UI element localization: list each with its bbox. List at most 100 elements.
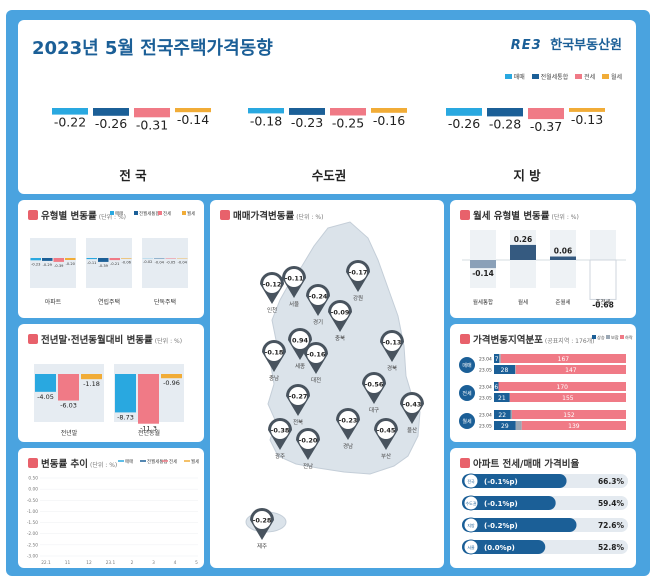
map-pin-value: -0.24	[309, 293, 328, 301]
dist-period: 23.04	[479, 413, 492, 419]
ratio-region: 지방	[467, 522, 475, 528]
ytd-title: 전년말·전년동월대비 변동률	[41, 335, 153, 346]
summary-bar	[528, 108, 564, 120]
ytd-group-label: 전년말	[61, 429, 78, 437]
type-value: -0.04	[155, 260, 165, 264]
ytd-value: -1.18	[83, 380, 100, 388]
mainland-shape	[267, 221, 421, 475]
trend-y-tick: -0.50	[27, 498, 38, 504]
ratio-change: (0.0%p)	[484, 544, 515, 552]
dist-segment	[510, 410, 512, 419]
trend-x-tick: 23.1	[106, 560, 116, 566]
map-pin-region: 강원	[353, 294, 363, 302]
trend-y-tick: -1.00	[27, 509, 38, 515]
ytd-bar	[161, 374, 182, 379]
trend-y-tick: -1.50	[27, 520, 38, 526]
ratio-title: 아파트 전세/매매 가격비율	[473, 459, 580, 470]
ratio-fill	[462, 474, 567, 488]
chart-icon	[460, 334, 470, 344]
dist-segment	[500, 354, 626, 363]
dist-segment	[499, 354, 501, 363]
type-value: -0.29	[43, 263, 53, 267]
dist-legend-label: 상승	[597, 334, 605, 340]
dist-count: 167	[558, 356, 570, 363]
monthly-type-bar	[550, 256, 576, 260]
type-legend-label: 월세	[187, 210, 195, 217]
ratio-chart: 전국 (-0.1%p) 66.3% 수도권 (-0.1%p) 59.4% 지방 (-0.2%p…	[462, 473, 628, 555]
summary-value: -0.18	[250, 113, 282, 128]
trend-legend-label: 매매	[125, 458, 133, 465]
dist-count: 22	[498, 412, 506, 419]
type-group-bg	[86, 238, 132, 288]
dist-type-badge	[459, 357, 475, 373]
summary-bar	[487, 108, 523, 117]
type-group-label: 단독주택	[154, 298, 176, 306]
summary-value: -0.14	[177, 112, 209, 127]
summary-value: -0.22	[54, 115, 86, 130]
ytd-value: -11.3	[140, 425, 157, 433]
map-pin-region: 서울	[289, 300, 299, 308]
map-pin-region: 충남	[269, 374, 279, 382]
dist-count: 21	[498, 395, 506, 402]
ratio-region: 서울	[467, 544, 475, 550]
type-bar	[98, 258, 109, 262]
ratio-region: 수도권	[465, 500, 476, 506]
map-pin-face	[365, 375, 383, 393]
type-value: -0.20	[66, 262, 76, 266]
ratio-value: 66.3%	[598, 477, 625, 486]
type-legend-label: 전월세통합	[139, 210, 160, 217]
dist-count: 29	[501, 423, 509, 430]
map-pin-face	[339, 411, 357, 429]
map-pin-value: -0.56	[365, 381, 384, 389]
logo: RE3 한국부동산원	[511, 34, 622, 53]
summary-value: -0.28	[489, 116, 521, 131]
map-pin-value: -0.45	[377, 427, 396, 435]
ytd-bar	[81, 374, 102, 380]
map-pin-value: -0.27	[289, 393, 308, 401]
dist-segment	[509, 393, 626, 402]
trend-x-tick: 3	[152, 560, 155, 566]
korea-map: -0.12 인천 -0.11 서울 -0.24 경기 -0.17 강원-0.09 충북 0.94 세…	[245, 221, 424, 550]
dist-period: 23.05	[479, 424, 492, 430]
map-pin-region: 울산	[407, 426, 417, 434]
dist-count: 170	[557, 384, 569, 391]
summary-bar	[371, 108, 407, 113]
dist-segment	[498, 382, 626, 391]
type-group-label: 아파트	[45, 298, 62, 306]
dist-segment	[515, 365, 626, 374]
map-pin-region: 광주	[275, 453, 285, 460]
type-change-title: 유형별 변동률	[41, 211, 97, 222]
map-pin-region: 충북	[335, 334, 345, 342]
type-bar	[42, 258, 53, 261]
map-pin-region: 경남	[343, 442, 353, 450]
monthly-type-bar	[589, 259, 617, 300]
map-pin-region: 전남	[303, 462, 313, 470]
summary-value: -0.25	[332, 116, 364, 131]
ratio-value: 72.6%	[598, 521, 625, 530]
type-value: -0.02	[143, 260, 152, 264]
trend-chart: 매매 전월세통합 전세 월세 0.50 0.00 -0.50 -1.00 -1.50 -2.00 -…	[27, 458, 199, 566]
map-title: 매매가격변동률	[233, 211, 295, 222]
summary-value: -0.16	[373, 113, 405, 128]
map-pin-value: -0.17	[349, 269, 368, 277]
dist-legend-swatch	[620, 335, 624, 339]
summary-value: -0.31	[136, 117, 168, 132]
map-pin-value: -0.11	[285, 275, 304, 283]
dist-legend-label: 보합	[611, 334, 619, 340]
trend-y-tick: 0.00	[28, 487, 38, 493]
map-pin-face	[253, 511, 271, 529]
trend-card: 변동률 추이 (단위 : %) 매매 전월세통합 전세 월세 0.50 0.00 -0.50 -…	[18, 448, 204, 568]
distribution-card: 가격변동지역분포(공표지역 : 176개) 상승보합하락매매23.0472167…	[450, 324, 636, 442]
summary-chart: -0.22 -0.26 -0.31 -0.14 전 국 -0.18 -0.23 -0.25 -0…	[52, 108, 605, 183]
type-bar	[30, 258, 41, 261]
trend-legend-label: 월세	[191, 458, 199, 465]
page-title: 2023년 5월 전국주택가격동향	[32, 38, 273, 59]
type-legend-swatch	[158, 211, 162, 215]
logo-text: 한국부동산원	[550, 38, 622, 53]
map-pin-face	[349, 263, 367, 281]
summary-value: -0.37	[530, 119, 562, 134]
summary-bar	[93, 108, 129, 116]
type-legend-swatch	[182, 211, 186, 215]
chart-icon	[28, 210, 38, 220]
